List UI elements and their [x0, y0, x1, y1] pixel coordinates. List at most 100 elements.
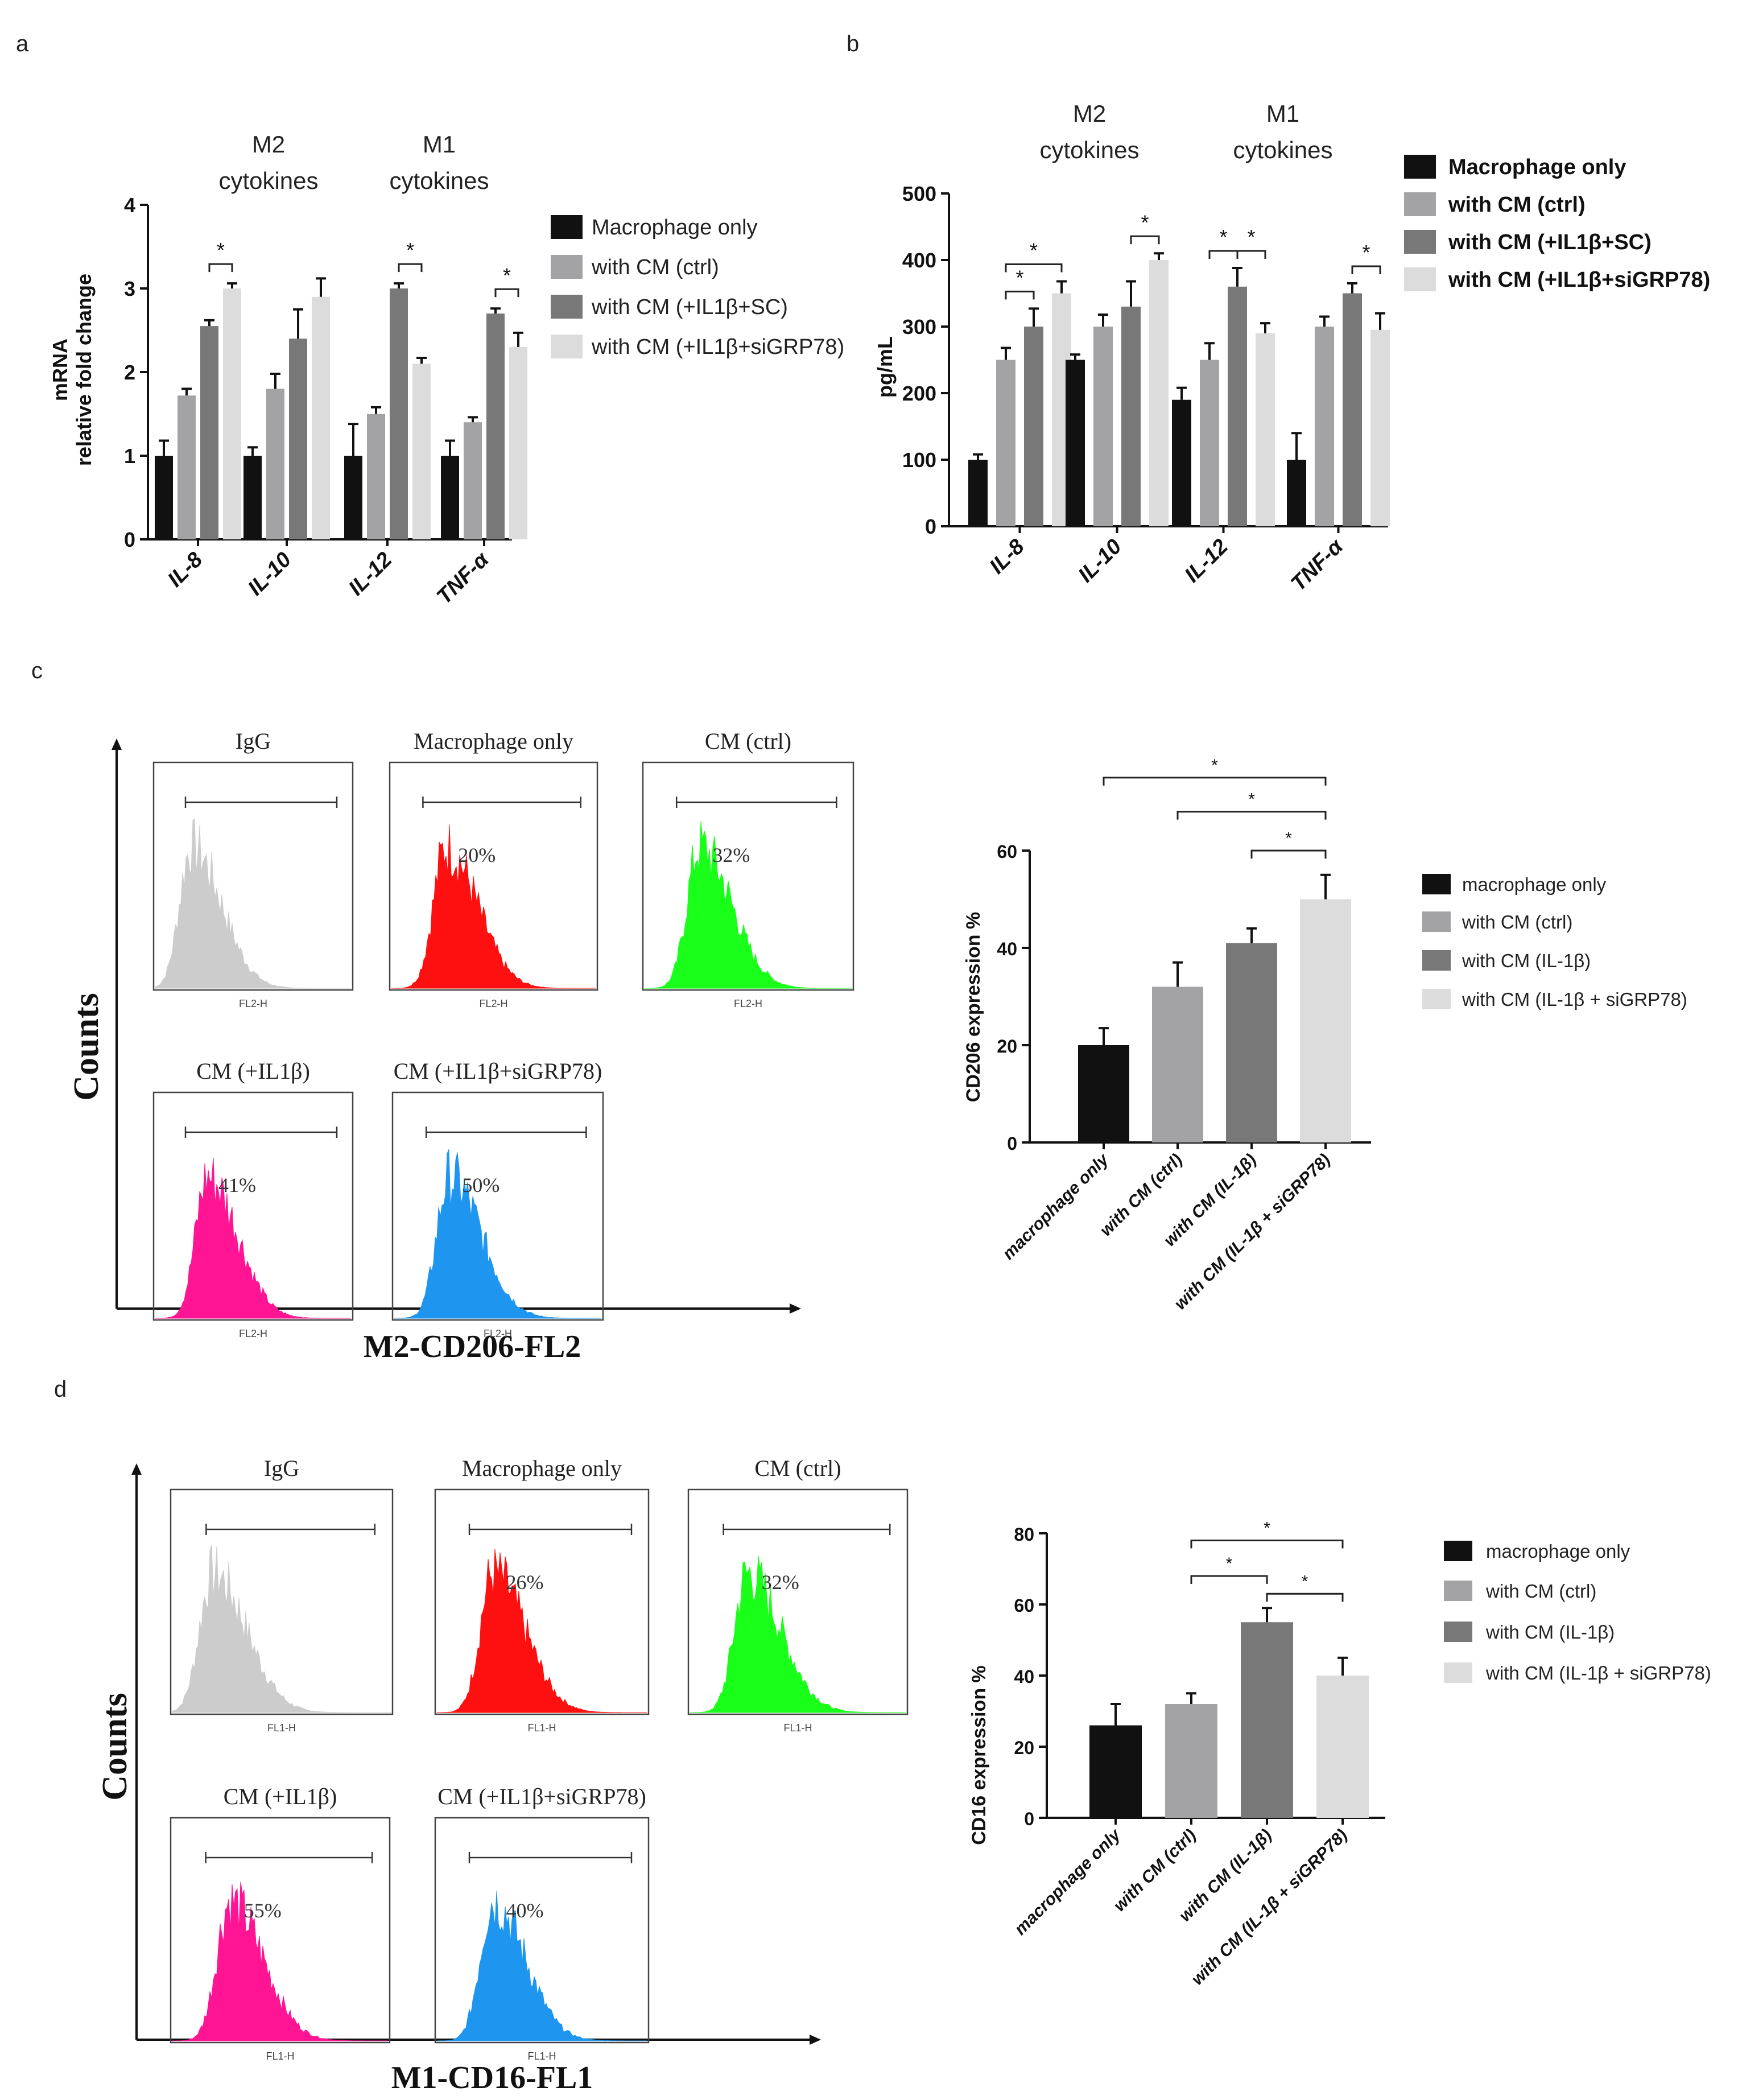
chart-a-bar — [200, 326, 218, 539]
flow-d-channel-label: FL1-H — [783, 1722, 812, 1734]
chart-d-significance-bracket — [1266, 1592, 1344, 1602]
chart-a-bar — [441, 456, 459, 539]
flow-d-panel-title: Macrophage only — [462, 1455, 622, 1481]
chart-c-x-tick-label: with CM (IL-1β + siGRP78) — [1171, 1150, 1334, 1314]
chart-b-protein: M2 cytokines M1 cytokines pg/mL Macropha… — [873, 100, 1710, 596]
flow-d-histogram — [690, 1556, 906, 1713]
flow-c-gate-percentage: 20% — [458, 844, 496, 867]
flow-c-panel: CM (+IL1β+siGRP78) 50% FL2-H — [391, 1058, 604, 1339]
chart-c-x-tick-label: macrophage only — [999, 1150, 1113, 1264]
chart-a-y-tick-label: 0 — [124, 528, 135, 551]
flow-d-gate-marker — [205, 1524, 376, 1535]
chart-c-ylabel: CD206 expression % — [963, 912, 984, 1103]
chart-a-legend: Macrophage only with CM (ctrl) with CM (… — [551, 215, 844, 359]
chart-d-y-tick-label: 80 — [1014, 1524, 1034, 1545]
chart-d-y-tick-label: 20 — [1014, 1738, 1034, 1758]
chart-c-bar — [1152, 987, 1203, 1142]
panel-label-b: b — [847, 31, 859, 56]
chart-d-significance-bracket-star: * — [1264, 1519, 1270, 1538]
flow-c-panel-title: CM (+IL1β+siGRP78) — [394, 1058, 602, 1084]
chart-d-significance-bracket — [1190, 1575, 1268, 1584]
flow-d-panel-frame — [170, 1488, 394, 1715]
chart-a-mrna: M2 cytokines M1 cytokines mRNA relative … — [48, 131, 844, 609]
chart-b-m1-header-line1: M1 — [1266, 100, 1299, 127]
flow-d-gate-percentage: 55% — [244, 1899, 282, 1922]
chart-b-significance-bracket — [1005, 290, 1035, 300]
chart-b-bar — [996, 360, 1015, 526]
chart-a-significance-bracket-star: * — [406, 238, 414, 262]
flow-d-panel-title: CM (+IL1β) — [224, 1784, 337, 1809]
chart-c-legend: macrophage only with CM (ctrl) with CM (… — [1422, 874, 1687, 1010]
chart-a-y-tick-label: 4 — [124, 193, 135, 217]
chart-c-significance-bracket-star: * — [1248, 790, 1255, 809]
chart-b-significance-bracket — [1130, 235, 1160, 245]
flow-d-axis-title-x: M1-CD16-FL1 — [391, 2060, 593, 2095]
chart-a-legend-swatch-2 — [551, 295, 583, 319]
chart-b-legend-label-0: Macrophage only — [1448, 155, 1626, 179]
flow-c-panel-frame — [152, 761, 354, 991]
chart-b-y-tick-label: 400 — [902, 249, 936, 272]
chart-c-significance-bracket — [1103, 777, 1327, 786]
flow-d-panel-frame — [687, 1488, 909, 1715]
chart-b-legend-label-1: with CM (ctrl) — [1448, 193, 1586, 217]
flow-c-gate-marker — [422, 797, 582, 808]
chart-c-y-tick-label: 20 — [997, 1036, 1017, 1057]
flow-c-axis-title-y: Counts — [67, 993, 106, 1101]
flow-d-y-arrow — [131, 1463, 142, 1475]
chart-b-significance-bracket — [1005, 263, 1063, 273]
chart-d-legend-label-2: with CM (IL-1β) — [1485, 1622, 1615, 1643]
chart-d-x-tick-label: macrophage only — [1011, 1825, 1125, 1939]
chart-d-y-tick-label: 60 — [1014, 1595, 1034, 1616]
chart-a-bar — [509, 346, 527, 539]
chart-b-y-tick-label: 100 — [902, 448, 936, 472]
chart-a-bar — [312, 296, 330, 539]
flow-d-histogram — [172, 1545, 391, 1713]
chart-a-ylabel-line1: mRNA — [48, 339, 72, 401]
flow-c-gate-percentage: 41% — [218, 1174, 256, 1197]
flow-c-panel: IgG FL2-H — [152, 728, 354, 1009]
chart-a-legend-swatch-0 — [551, 215, 583, 239]
chart-d-legend-swatch-1 — [1444, 1581, 1472, 1601]
chart-c-significance-bracket-star: * — [1285, 829, 1292, 848]
flow-c-x-arrow — [790, 1303, 801, 1314]
flow-c-panel-title: Macrophage only — [414, 728, 573, 754]
chart-a-x-tick-label: IL-8 — [163, 547, 208, 592]
chart-b-significance-bracket-star: * — [1219, 225, 1227, 249]
chart-a-significance-bracket — [398, 263, 423, 273]
flow-d-gate-marker — [468, 1852, 633, 1863]
chart-d-legend-label-1: with CM (ctrl) — [1485, 1581, 1596, 1602]
chart-b-ylabel: pg/mL — [873, 336, 897, 398]
chart-c-legend-swatch-1 — [1422, 911, 1451, 932]
flow-c-histogram — [644, 821, 852, 989]
chart-b-significance-bracket-star: * — [1030, 238, 1038, 262]
flow-d-panel-frame — [434, 1817, 650, 2044]
chart-d-legend-swatch-3 — [1444, 1662, 1472, 1683]
chart-b-m2-header-line1: M2 — [1073, 100, 1106, 127]
chart-a-m1-header-line1: M1 — [423, 131, 456, 158]
flow-d-gate-percentage: 40% — [506, 1899, 544, 1922]
chart-d-legend-swatch-0 — [1444, 1541, 1472, 1561]
flow-d-x-arrow — [810, 2035, 821, 2045]
chart-c-bar — [1078, 1045, 1129, 1142]
chart-a-legend-swatch-3 — [551, 335, 583, 358]
flow-c-panel-title: CM (+IL1β) — [196, 1058, 310, 1084]
chart-c-cd206: CD206 expression % macrophage only with … — [963, 756, 1687, 1314]
chart-a-legend-label-0: Macrophage only — [592, 216, 758, 240]
chart-a-bar — [367, 414, 385, 539]
chart-d-legend-swatch-2 — [1444, 1622, 1472, 1642]
chart-a-m2-header-line2: cytokines — [218, 167, 318, 194]
flow-d-gate-marker — [468, 1524, 633, 1535]
chart-c-bar — [1226, 943, 1277, 1142]
flow-d-channel-label: FL1-H — [266, 2051, 294, 2062]
chart-a-legend-label-2: with CM (+IL1β+SC) — [591, 295, 788, 319]
chart-c-significance-bracket-star: * — [1211, 756, 1218, 775]
chart-b-y-tick-label: 200 — [902, 382, 936, 405]
chart-b-significance-bracket-star: * — [1247, 225, 1255, 249]
chart-c-significance-bracket — [1250, 849, 1327, 859]
chart-b-legend-swatch-3 — [1404, 267, 1436, 291]
chart-a-significance-bracket-star: * — [217, 238, 225, 262]
flow-c-channel-label: FL2-H — [479, 998, 507, 1009]
flow-d-panel-frame — [170, 1817, 391, 2044]
